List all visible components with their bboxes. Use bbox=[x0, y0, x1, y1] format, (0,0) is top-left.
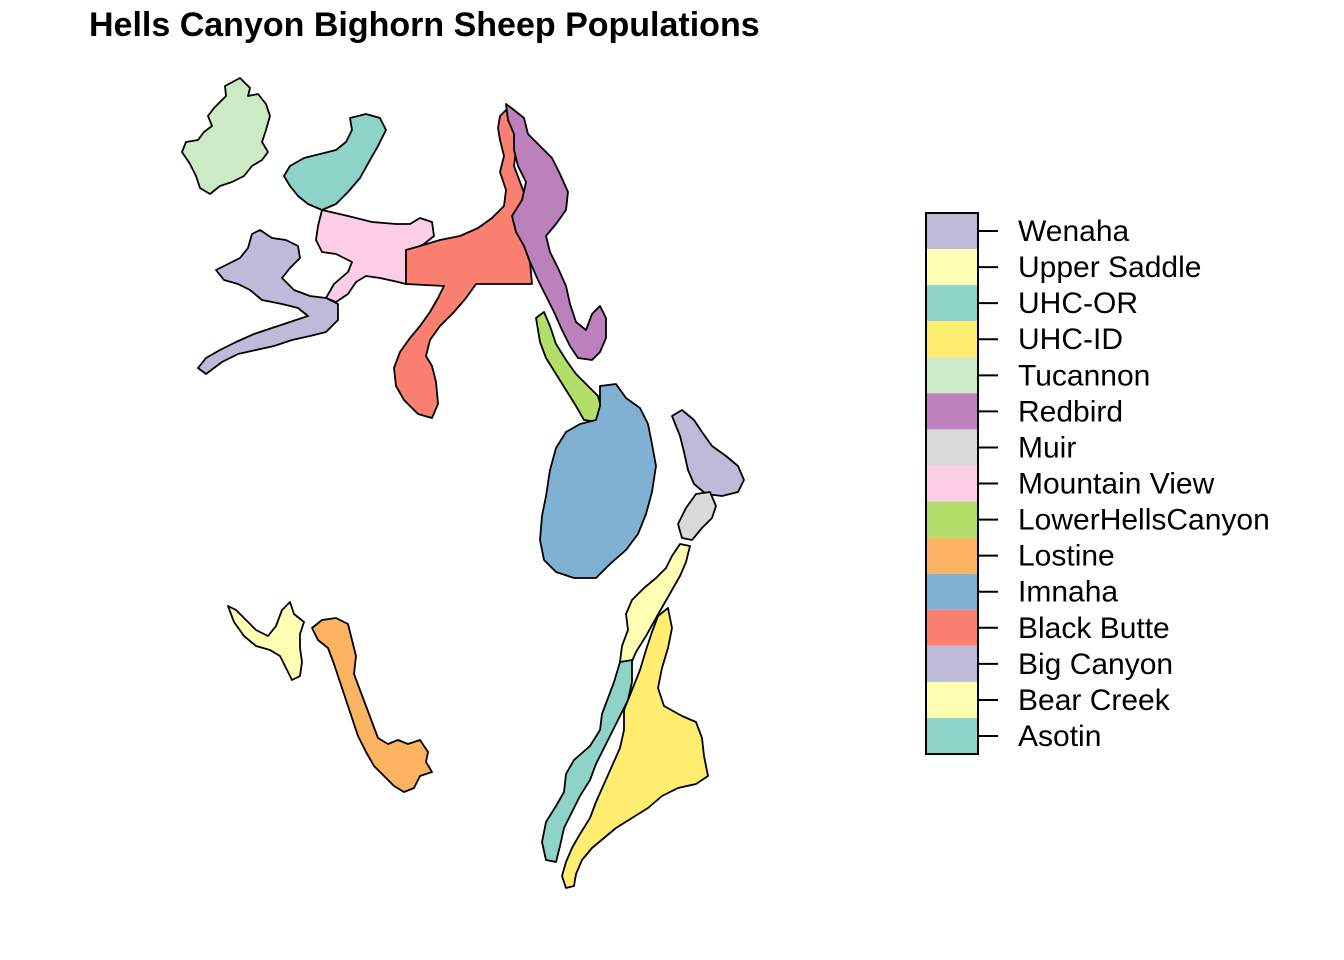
legend-label: LowerHellsCanyon bbox=[1018, 504, 1270, 537]
legend-label: Redbird bbox=[1018, 395, 1123, 428]
legend-swatch-imnaha bbox=[926, 573, 978, 610]
legend-label: Black Butte bbox=[1018, 612, 1170, 645]
region-muir[interactable] bbox=[677, 491, 717, 541]
region-asotin[interactable] bbox=[541, 659, 633, 863]
region-tucannon[interactable] bbox=[181, 77, 271, 195]
legend-label: Wenaha bbox=[1018, 215, 1130, 248]
legend-label: Bear Creek bbox=[1018, 684, 1171, 717]
legend-border bbox=[925, 212, 979, 756]
legend-label: Mountain View bbox=[1018, 468, 1215, 501]
legend-swatch-muir bbox=[926, 429, 978, 466]
legend-swatch-uhc-id bbox=[926, 321, 978, 358]
region-wenaha[interactable] bbox=[671, 409, 745, 497]
region-uhc-or[interactable] bbox=[283, 113, 387, 211]
legend-swatch-lostine bbox=[926, 537, 978, 574]
legend-swatch-big-canyon bbox=[926, 645, 978, 682]
legend-label: UHC-ID bbox=[1018, 323, 1123, 356]
legend-swatch-upper-saddle bbox=[926, 249, 978, 286]
legend-swatch-wenaha bbox=[926, 213, 978, 250]
region-bear-creek[interactable] bbox=[227, 601, 305, 681]
region-redbird[interactable] bbox=[505, 103, 607, 361]
legend-swatch-mountain-view bbox=[926, 465, 978, 502]
region-lostine[interactable] bbox=[311, 617, 433, 793]
legend-label: Big Canyon bbox=[1018, 648, 1173, 681]
legend-swatch-redbird bbox=[926, 393, 978, 430]
legend-label: Imnaha bbox=[1018, 576, 1118, 609]
region-mountain-view[interactable] bbox=[315, 209, 435, 303]
legend-label: Tucannon bbox=[1018, 359, 1150, 392]
region-uhc-id[interactable] bbox=[561, 607, 709, 889]
legend-label: Lostine bbox=[1018, 540, 1115, 573]
legend-label: UHC-OR bbox=[1018, 287, 1138, 320]
legend-swatch-asotin bbox=[926, 717, 978, 755]
legend-swatch-bear-creek bbox=[926, 681, 978, 718]
legend-label: Upper Saddle bbox=[1018, 251, 1201, 284]
legend-swatch-lowerhellscanyon bbox=[926, 501, 978, 538]
region-black-butte[interactable] bbox=[393, 107, 533, 419]
region-imnaha[interactable] bbox=[539, 383, 657, 579]
legend-swatch-black-butte bbox=[926, 609, 978, 646]
legend-swatch-tucannon bbox=[926, 357, 978, 394]
legend-label: Asotin bbox=[1018, 720, 1101, 753]
region-big-canyon[interactable] bbox=[197, 229, 339, 375]
legend-label: Muir bbox=[1018, 431, 1076, 464]
map-title: Hells Canyon Bighorn Sheep Populations bbox=[89, 6, 760, 44]
legend-swatch-uhc-or bbox=[926, 285, 978, 322]
